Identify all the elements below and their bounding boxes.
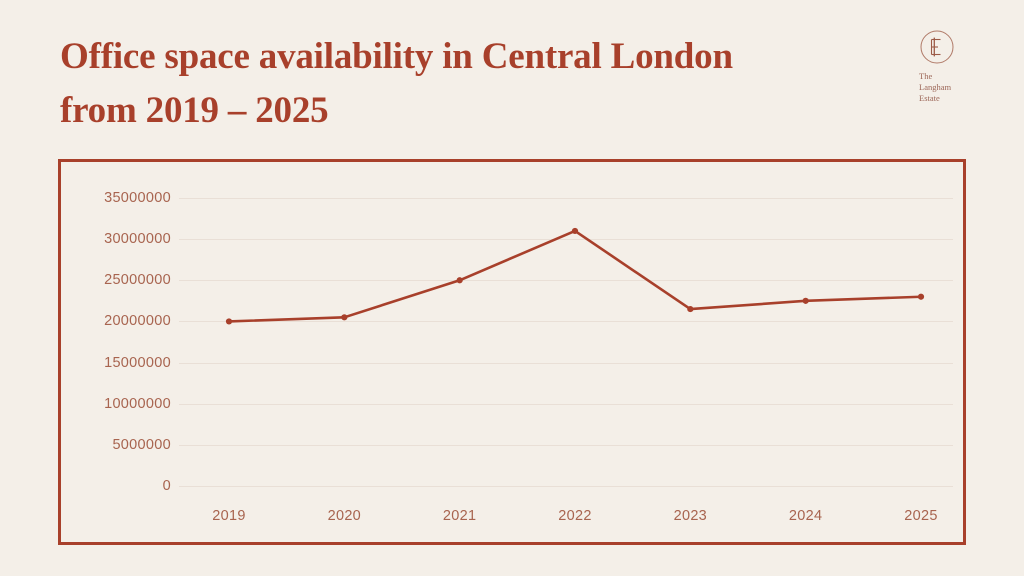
y-axis-tick-label: 0 xyxy=(162,478,171,494)
y-axis: 0 5000000 10000000 15000000 20000000 25000000… xyxy=(61,162,179,542)
y-axis-tick-label: 30000000 xyxy=(104,231,171,248)
y-axis-tick-label: 10000000 xyxy=(104,395,171,412)
logo: The Langham Estate xyxy=(902,28,972,105)
header: Office space availability in Central Lon… xyxy=(0,0,1024,150)
x-axis-tick-label: 2021 xyxy=(442,508,477,524)
data-point-marker[interactable] xyxy=(225,318,233,325)
gridline xyxy=(179,486,953,487)
data-point-marker[interactable] xyxy=(571,227,579,235)
gridline xyxy=(179,280,953,282)
chart-frame: 0 5000000 10000000 15000000 20000000 25000000… xyxy=(58,159,966,545)
logo-wordmark-line-1: The xyxy=(919,71,933,81)
x-axis-tick-label: 2022 xyxy=(558,508,592,524)
logo-wordmark-line-2: Langham xyxy=(919,82,952,93)
page-title-line-2: from 2019 – 2025 xyxy=(60,89,329,131)
gridline xyxy=(179,321,953,323)
logo-wordmark: The Langham Estate xyxy=(919,71,957,105)
series-line xyxy=(227,229,923,323)
y-axis-tick-label: 20000000 xyxy=(104,313,171,330)
logo-wordmark-line-3: Estate xyxy=(919,93,940,104)
y-axis-tick-label: 35000000 xyxy=(104,190,171,206)
chart: 0 5000000 10000000 15000000 20000000 25000000… xyxy=(61,162,963,542)
y-axis-tick-label: 15000000 xyxy=(104,354,171,371)
x-axis-tick-label: 2024 xyxy=(788,508,823,524)
line-series xyxy=(225,227,925,325)
data-point-marker[interactable] xyxy=(456,277,463,284)
x-axis-tick-label: 2025 xyxy=(904,508,938,524)
gridline xyxy=(179,362,953,364)
gridline xyxy=(179,239,953,241)
x-axis-tick-label: 2019 xyxy=(212,508,246,524)
data-point-marker[interactable] xyxy=(802,297,809,304)
data-point-marker[interactable] xyxy=(917,293,925,300)
y-axis-tick-label: 25000000 xyxy=(104,272,171,289)
y-axis-tick-label: 5000000 xyxy=(112,436,171,453)
x-axis-tick-label: 2020 xyxy=(327,508,362,524)
gridline xyxy=(179,198,953,199)
data-point-marker[interactable] xyxy=(687,305,694,313)
data-point-marker[interactable] xyxy=(341,314,348,321)
plot-area: 2019 2020 2021 2022 2023 2024 2025 xyxy=(179,162,953,542)
x-axis-tick-label: 2023 xyxy=(673,508,708,524)
gridline xyxy=(179,444,953,446)
langham-estate-monogram-icon xyxy=(918,28,956,66)
page-title: Office space availability in Central Lon… xyxy=(60,30,880,137)
gridline xyxy=(179,403,953,405)
page-title-line-1: Office space availability in Central Lon… xyxy=(60,36,733,77)
